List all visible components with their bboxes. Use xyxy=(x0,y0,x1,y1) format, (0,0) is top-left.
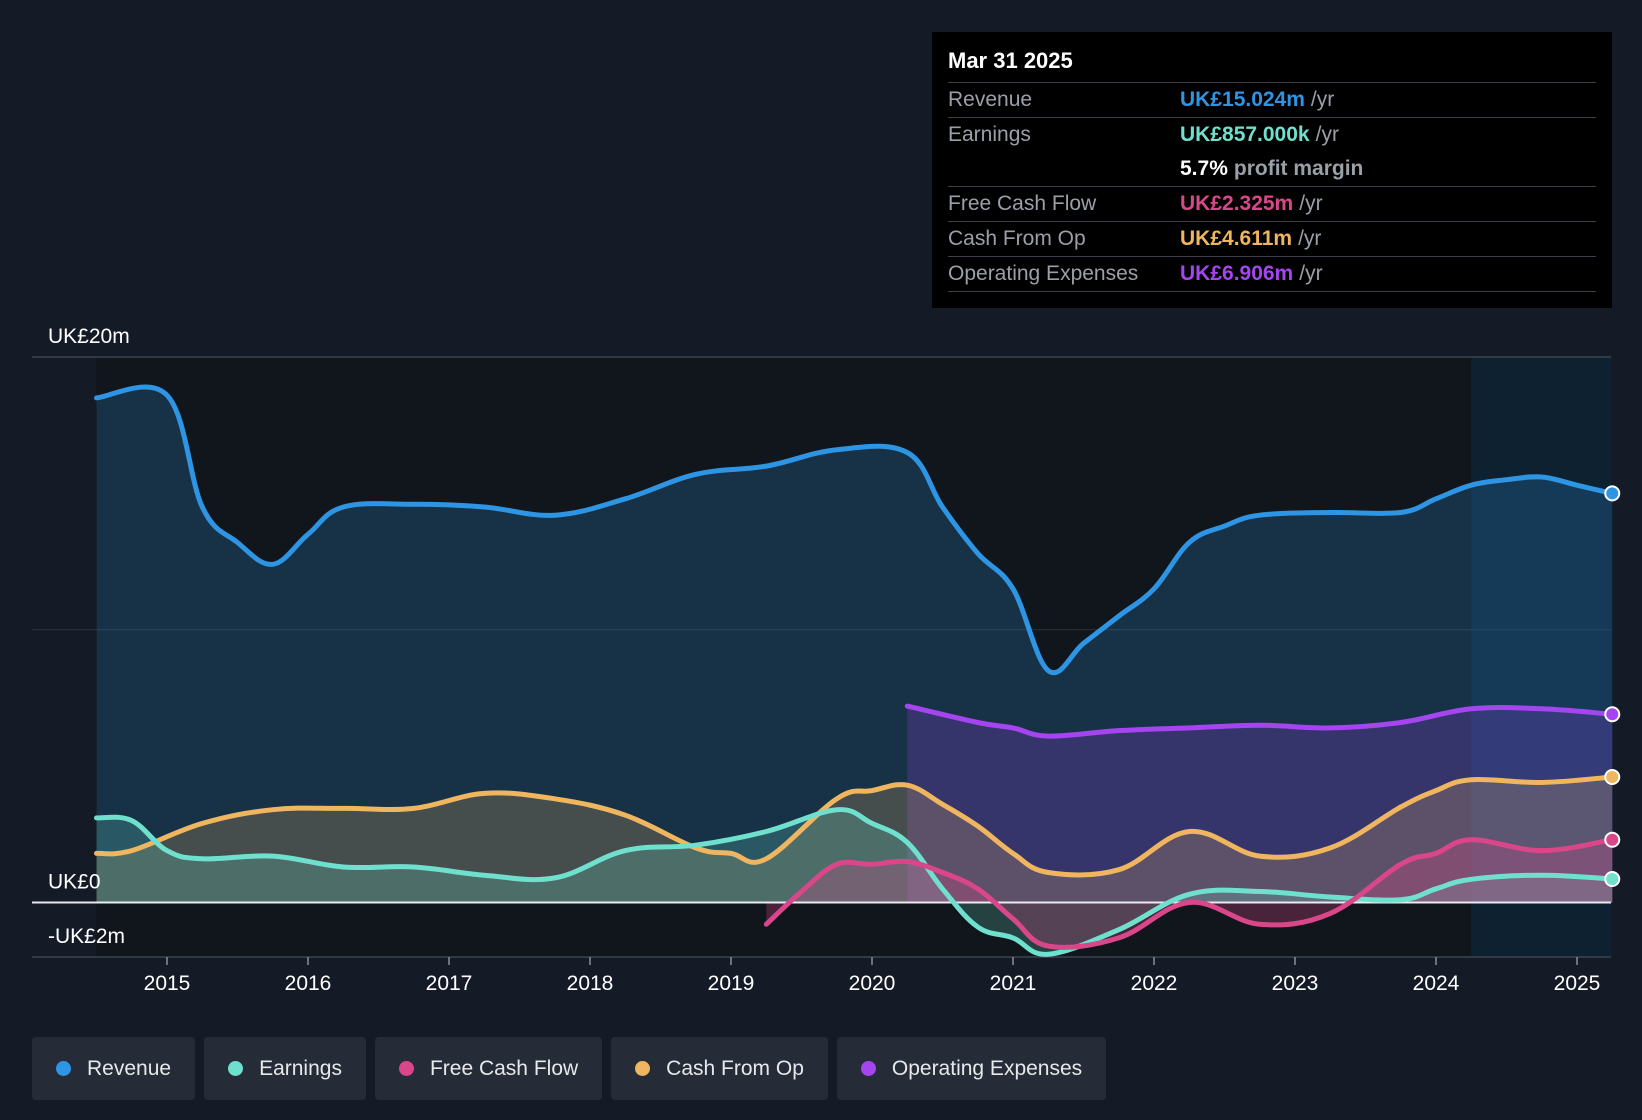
tooltip-unit: profit margin xyxy=(1233,157,1364,180)
x-tick-label: 2016 xyxy=(285,972,332,995)
legend-label: Operating Expenses xyxy=(891,1056,1083,1080)
earnings-end-marker[interactable] xyxy=(1604,871,1621,887)
earnings-line xyxy=(94,807,1615,957)
x-tick-label: 2018 xyxy=(567,972,614,995)
legend: Revenue Earnings Free Cash Flow Cash Fro… xyxy=(32,1037,1107,1100)
tooltip-row-cash-from-op: Cash From Op UK£4.611m /yr xyxy=(948,222,1596,257)
legend-dot-icon xyxy=(398,1061,414,1076)
tooltip-label: Earnings xyxy=(948,123,1031,146)
legend-label: Cash From Op xyxy=(666,1056,804,1080)
legend-item-cash-from-op[interactable]: Cash From Op xyxy=(611,1037,828,1100)
tooltip-label xyxy=(948,152,1180,186)
legend-dot-icon xyxy=(860,1061,876,1076)
x-tick-label: 2024 xyxy=(1413,972,1460,995)
tooltip-value: UK£4.611m xyxy=(1180,227,1293,250)
revenue-end-marker[interactable] xyxy=(1604,485,1621,502)
series-lines xyxy=(94,384,1615,957)
plot-background xyxy=(96,357,1611,957)
earnings-area xyxy=(96,809,1613,955)
tooltip-value: UK£6.906m xyxy=(1180,262,1294,285)
operating-expenses-line xyxy=(904,703,1615,739)
free-cash-flow-line xyxy=(763,837,1615,950)
tooltip-value: UK£15.024m xyxy=(1180,88,1305,111)
series-end-markers xyxy=(1604,485,1621,887)
legend-label: Free Cash Flow xyxy=(429,1056,579,1080)
legend-dot-icon xyxy=(635,1061,651,1076)
cash-from-op-end-marker[interactable] xyxy=(1604,769,1621,785)
revenue-line xyxy=(94,384,1615,676)
tooltip-unit: /yr xyxy=(1299,262,1323,285)
x-tick-label: 2017 xyxy=(426,972,473,995)
tooltip-value: 5.7% xyxy=(1180,157,1228,180)
tooltip-unit: /yr xyxy=(1299,192,1323,215)
y-axis-labels: UK£20m UK£0 -UK£2m xyxy=(48,325,130,948)
y-tick-label: UK£0 xyxy=(48,870,101,893)
legend-dot-icon xyxy=(228,1061,244,1076)
tooltip-label: Cash From Op xyxy=(948,227,1086,250)
tooltip-row-earnings: Earnings UK£857.000k /yr xyxy=(948,118,1596,152)
x-tick-label: 2019 xyxy=(708,972,755,995)
legend-item-free-cash-flow[interactable]: Free Cash Flow xyxy=(374,1037,603,1100)
legend-dot-icon xyxy=(56,1061,71,1076)
tooltip-value: UK£2.325m xyxy=(1180,192,1294,215)
legend-label: Revenue xyxy=(87,1056,172,1080)
tooltip-unit: /yr xyxy=(1310,88,1335,111)
x-tick-label: 2015 xyxy=(144,972,191,995)
legend-item-revenue[interactable]: Revenue xyxy=(32,1037,196,1100)
tooltip-row-operating-expenses: Operating Expenses UK£6.906m /yr xyxy=(948,257,1596,292)
tooltip-label: Free Cash Flow xyxy=(948,192,1097,215)
x-tick-label: 2025 xyxy=(1554,972,1601,995)
y-tick-label: UK£20m xyxy=(48,325,130,348)
x-tick-label: 2020 xyxy=(849,972,896,995)
legend-label: Earnings xyxy=(259,1056,342,1080)
tooltip-date: Mar 31 2025 xyxy=(948,46,1596,83)
highlight-region xyxy=(1471,357,1611,957)
y-tick-label: -UK£2m xyxy=(48,925,125,948)
tooltip-row-free-cash-flow: Free Cash Flow UK£2.325m /yr xyxy=(948,187,1596,222)
operating-expenses-end-marker[interactable] xyxy=(1604,706,1621,723)
revenue-area xyxy=(96,386,1613,903)
free-cash-flow-end-marker[interactable] xyxy=(1604,831,1621,848)
tooltip-unit: /yr xyxy=(1298,227,1322,250)
tooltip-row-revenue: Revenue UK£15.024m /yr xyxy=(948,83,1596,118)
x-tick-label: 2021 xyxy=(990,972,1037,995)
tooltip-label: Operating Expenses xyxy=(948,262,1139,285)
legend-item-earnings[interactable]: Earnings xyxy=(204,1037,366,1100)
x-tick-label: 2022 xyxy=(1131,972,1178,995)
tooltip-row-profit-margin: 5.7% profit margin xyxy=(948,152,1596,187)
legend-item-operating-expenses[interactable]: Operating Expenses xyxy=(836,1037,1107,1100)
cash-from-op-line xyxy=(94,774,1615,878)
cash-from-op-area xyxy=(96,777,1613,903)
x-axis: 2015 2016 2017 2018 2019 2020 2021 2022 2023 2024… xyxy=(144,957,1601,995)
tooltip-label: Revenue xyxy=(948,88,1033,111)
tooltip-unit: /yr xyxy=(1315,123,1339,146)
x-tick-label: 2023 xyxy=(1272,972,1319,995)
tooltip: Mar 31 2025 Revenue UK£15.024m /yr Earni… xyxy=(932,32,1612,308)
tooltip-value: UK£857.000k xyxy=(1180,123,1310,146)
